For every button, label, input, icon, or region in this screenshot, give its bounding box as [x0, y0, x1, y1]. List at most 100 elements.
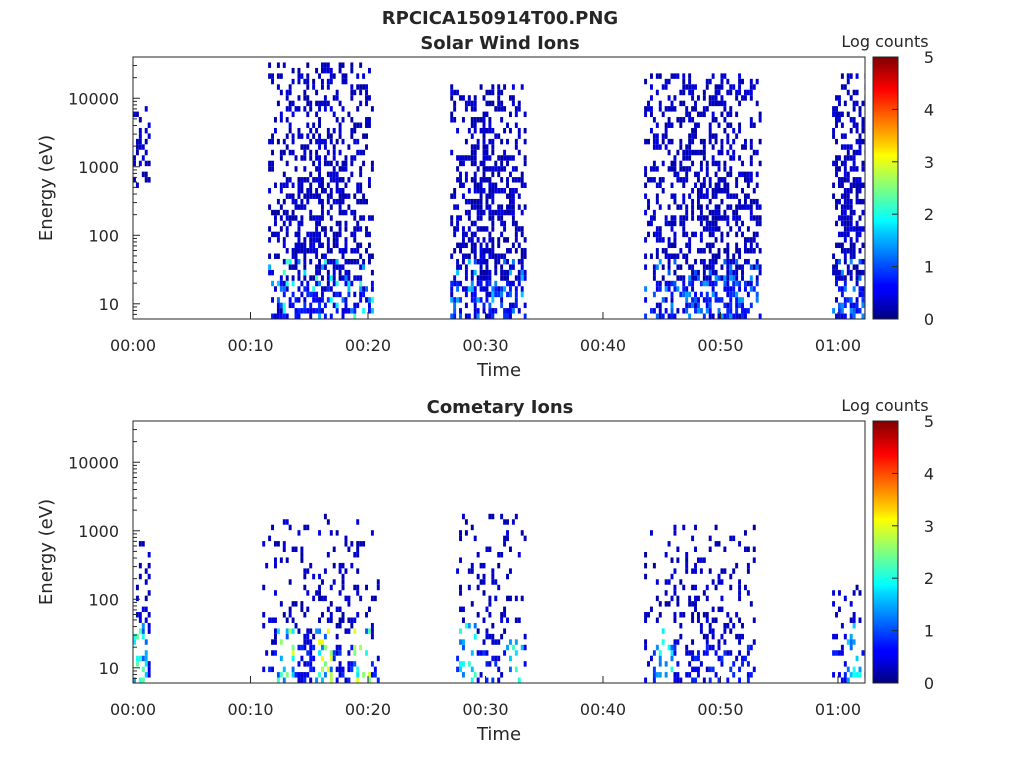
- spectrogram-cell: [318, 117, 321, 123]
- spectrogram-cell: [461, 644, 465, 651]
- spectrogram-cell: [670, 220, 674, 227]
- spectrogram-cell: [503, 308, 507, 314]
- spectrogram-cell: [705, 612, 709, 618]
- spectrogram-cell: [843, 84, 847, 90]
- spectrogram-cell: [523, 313, 527, 319]
- spectrogram-cell: [303, 155, 307, 161]
- spectrogram-cell: [485, 313, 489, 319]
- spectrogram-cell: [268, 253, 272, 259]
- spectrogram-cell: [843, 253, 847, 259]
- spectrogram-cell: [726, 149, 730, 156]
- spectrogram-cell: [688, 650, 692, 656]
- spectrogram-cell: [746, 546, 750, 552]
- spectrogram-cell: [470, 242, 474, 249]
- spectrogram-cell: [667, 122, 671, 128]
- spectrogram-cell: [138, 562, 142, 569]
- spectrogram-cell: [494, 639, 498, 645]
- spectrogram-cell: [852, 264, 856, 270]
- spectrogram-cell: [644, 573, 648, 580]
- spectrogram-cell: [476, 552, 480, 558]
- spectrogram-cell: [312, 193, 316, 199]
- spectrogram-cell: [326, 209, 330, 216]
- spectrogram-cell: [861, 286, 865, 292]
- spectrogram-cell: [846, 220, 850, 227]
- spectrogram-cell: [456, 204, 460, 210]
- spectrogram-cell: [852, 242, 856, 249]
- spectrogram-cell: [658, 204, 662, 210]
- spectrogram-cell: [746, 661, 750, 667]
- spectrogram-cell: [729, 226, 733, 232]
- spectrogram-cell: [732, 127, 736, 134]
- spectrogram-cell: [708, 264, 712, 270]
- spectrogram-cell: [738, 248, 742, 254]
- spectrogram-cell: [338, 248, 342, 254]
- spectrogram-cell: [758, 160, 762, 167]
- spectrogram-cell: [708, 177, 712, 183]
- spectrogram-cell: [300, 198, 304, 205]
- spectrogram-cell: [335, 302, 339, 309]
- spectrogram-cell: [332, 579, 336, 585]
- spectrogram-cell: [694, 231, 697, 238]
- spectrogram-cell: [459, 639, 462, 645]
- spectrogram-cell: [741, 188, 744, 194]
- spectrogram-cell: [482, 188, 486, 194]
- spectrogram-cell: [291, 209, 295, 216]
- spectrogram-cell: [711, 286, 715, 292]
- spectrogram-cell: [291, 650, 295, 656]
- spectrogram-cell: [735, 562, 739, 569]
- spectrogram-cell: [303, 584, 307, 591]
- spectrogram-cell: [517, 127, 521, 134]
- spectrogram-cell: [459, 590, 462, 596]
- spectrogram-cell: [711, 220, 715, 227]
- spectrogram-cell: [297, 177, 301, 183]
- spectrogram-cell: [691, 127, 695, 134]
- spectrogram-cell: [497, 258, 501, 265]
- spectrogram-cell: [497, 106, 501, 112]
- spectrogram-cell: [682, 73, 686, 79]
- spectrogram-cell: [688, 248, 692, 254]
- spectrogram-cell: [353, 661, 357, 667]
- spectrogram-cell: [694, 127, 697, 134]
- spectrogram-cell: [306, 639, 310, 645]
- spectrogram-cell: [344, 242, 348, 249]
- spectrogram-cell: [644, 106, 648, 112]
- spectrogram-cell: [717, 541, 721, 547]
- spectrogram-cell: [673, 106, 677, 112]
- spectrogram-cell: [144, 617, 148, 623]
- spectrogram-cell: [488, 193, 492, 199]
- spectrogram-cell: [473, 242, 477, 249]
- spectrogram-cell: [694, 84, 697, 90]
- spectrogram-cell: [843, 171, 847, 178]
- spectrogram-cell: [837, 672, 841, 678]
- spectrogram-cell: [470, 237, 474, 243]
- spectrogram-cell: [356, 220, 360, 227]
- spectrogram-cell: [294, 313, 298, 319]
- spectrogram-cell: [732, 280, 736, 287]
- spectrogram-cell: [332, 655, 336, 662]
- spectrogram-cell: [347, 617, 351, 623]
- spectrogram-cell: [849, 182, 853, 188]
- spectrogram-cell: [141, 144, 145, 150]
- spectrogram-cell: [746, 568, 750, 574]
- spectrogram-cell: [303, 95, 307, 101]
- spectrogram-cell: [306, 100, 310, 107]
- spectrogram-cell: [514, 302, 518, 309]
- spectrogram-cell: [708, 231, 712, 238]
- spectrogram-cell: [359, 84, 363, 90]
- y-tick-label: 10000: [68, 89, 119, 108]
- spectrogram-cell: [837, 182, 841, 188]
- spectrogram-cell: [312, 595, 316, 602]
- spectrogram-cell: [723, 248, 727, 254]
- spectrogram-cell: [338, 193, 342, 199]
- spectrogram-cell: [367, 242, 371, 249]
- spectrogram-cell: [514, 231, 518, 238]
- spectrogram-cell: [341, 62, 345, 68]
- spectrogram-cell: [670, 650, 674, 656]
- spectrogram-cell: [488, 513, 492, 520]
- spectrogram-cell: [755, 264, 759, 270]
- spectrogram-cell: [323, 595, 327, 602]
- spectrogram-cell: [297, 248, 301, 254]
- spectrogram-cell: [312, 291, 316, 298]
- spectrogram-cell: [467, 237, 471, 243]
- spectrogram-cell: [344, 275, 348, 281]
